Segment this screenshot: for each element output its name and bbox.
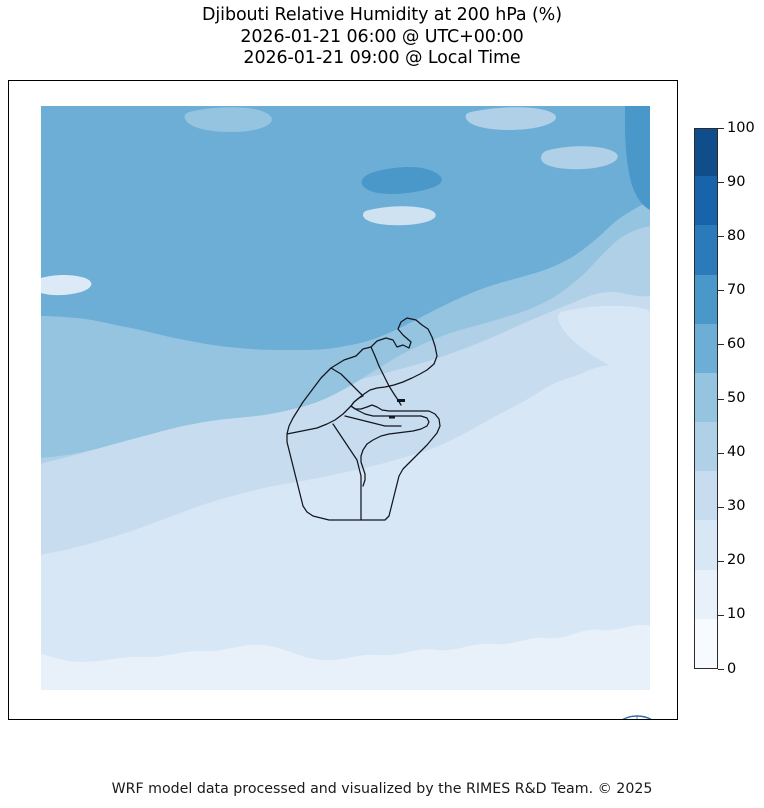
- band-60-70-corner: [625, 106, 650, 210]
- map-axes-frame: RIMES: [8, 80, 678, 720]
- colorbar-band-0: [695, 618, 717, 668]
- colorbar-tick-label-30: 30: [727, 498, 746, 515]
- title-line-utc-time: 2026-01-21 06:00 @ UTC+00:00: [240, 26, 524, 47]
- colorbar-band-9: [695, 175, 717, 226]
- title-line-variable: Djibouti Relative Humidity at 200 hPa (%…: [202, 5, 562, 25]
- colorbar-tick-10: [718, 614, 724, 616]
- rimes-logo-svg: RIMES: [622, 715, 652, 719]
- rimes-logo: RIMES: [601, 713, 673, 719]
- admin-boundary-west: [286, 405, 352, 435]
- colorbar-tick-label-80: 80: [727, 227, 746, 244]
- colorbar-band-1: [695, 569, 717, 619]
- colorbar-tick-label-50: 50: [727, 390, 746, 406]
- contour-map: [41, 106, 650, 690]
- logo-ring-ticks: [636, 716, 638, 719]
- inclusion-light-oval-right: [363, 206, 436, 226]
- djibouti-national-border: [286, 317, 441, 521]
- colorbar: 0 10 20 30 40 50 60 70 80 90 100: [694, 120, 764, 676]
- colorbar-tick-label-70: 70: [727, 281, 746, 298]
- colorbar-band-2: [695, 519, 717, 570]
- colorbar-tick-40: [718, 452, 724, 454]
- colorbar-tick-0: [718, 669, 724, 670]
- colorbar-tick-label-40: 40: [727, 444, 746, 461]
- inclusion-lower-right-lobe: [558, 305, 650, 380]
- colorbar-band-4: [695, 421, 717, 472]
- colorbar-tick-60: [718, 344, 724, 346]
- admin-boundary-tadjoura-gulf: [350, 405, 430, 487]
- islands-marker: [389, 399, 405, 419]
- page-title: Djibouti Relative Humidity at 200 hPa (%…: [0, 5, 764, 70]
- admin-boundary-bay-line: [344, 415, 402, 427]
- colorbar-tick-label-60: 60: [727, 335, 746, 352]
- colorbar-tick-90: [718, 182, 724, 184]
- colorbar-tick-100: [718, 128, 724, 129]
- colorbar-tick-30: [718, 506, 724, 508]
- band-60-70-streak: [361, 167, 442, 194]
- inclusion-light-upper-right: [541, 146, 618, 170]
- band-50-60: [41, 106, 650, 350]
- colorbar-gradient: [694, 128, 718, 669]
- colorbar-tick-50: [718, 398, 724, 400]
- colorbar-tick-20: [718, 560, 724, 562]
- inclusion-light-top-left: [184, 107, 272, 132]
- colorbar-band-3: [695, 470, 717, 521]
- colorbar-tick-label-20: 20: [727, 552, 746, 569]
- inclusion-light-top-mid: [465, 107, 557, 130]
- admin-boundary-north: [330, 367, 364, 407]
- colorbar-band-8: [695, 224, 717, 275]
- colorbar-band-5: [695, 372, 717, 423]
- colorbar-tick-label-100: 100: [727, 119, 755, 136]
- colorbar-band-7: [695, 273, 717, 324]
- title-line-local-time: 2026-01-21 09:00 @ Local Time: [243, 48, 521, 68]
- contour-map-svg: [41, 106, 650, 690]
- colorbar-tick-label-10: 10: [727, 606, 746, 623]
- colorbar-band-10: [695, 129, 717, 177]
- colorbar-tick-label-90: 90: [727, 173, 746, 190]
- colorbar-tick-70: [718, 290, 724, 292]
- colorbar-tick-label-0: 0: [727, 660, 737, 677]
- colorbar-tick-80: [718, 236, 724, 238]
- colorbar-band-6: [695, 323, 717, 373]
- admin-boundary-south-centre: [332, 423, 362, 521]
- footer-credit: WRF model data processed and visualized …: [111, 781, 653, 797]
- inclusion-light-mid-left: [41, 275, 92, 296]
- djibouti-borders: [286, 317, 441, 521]
